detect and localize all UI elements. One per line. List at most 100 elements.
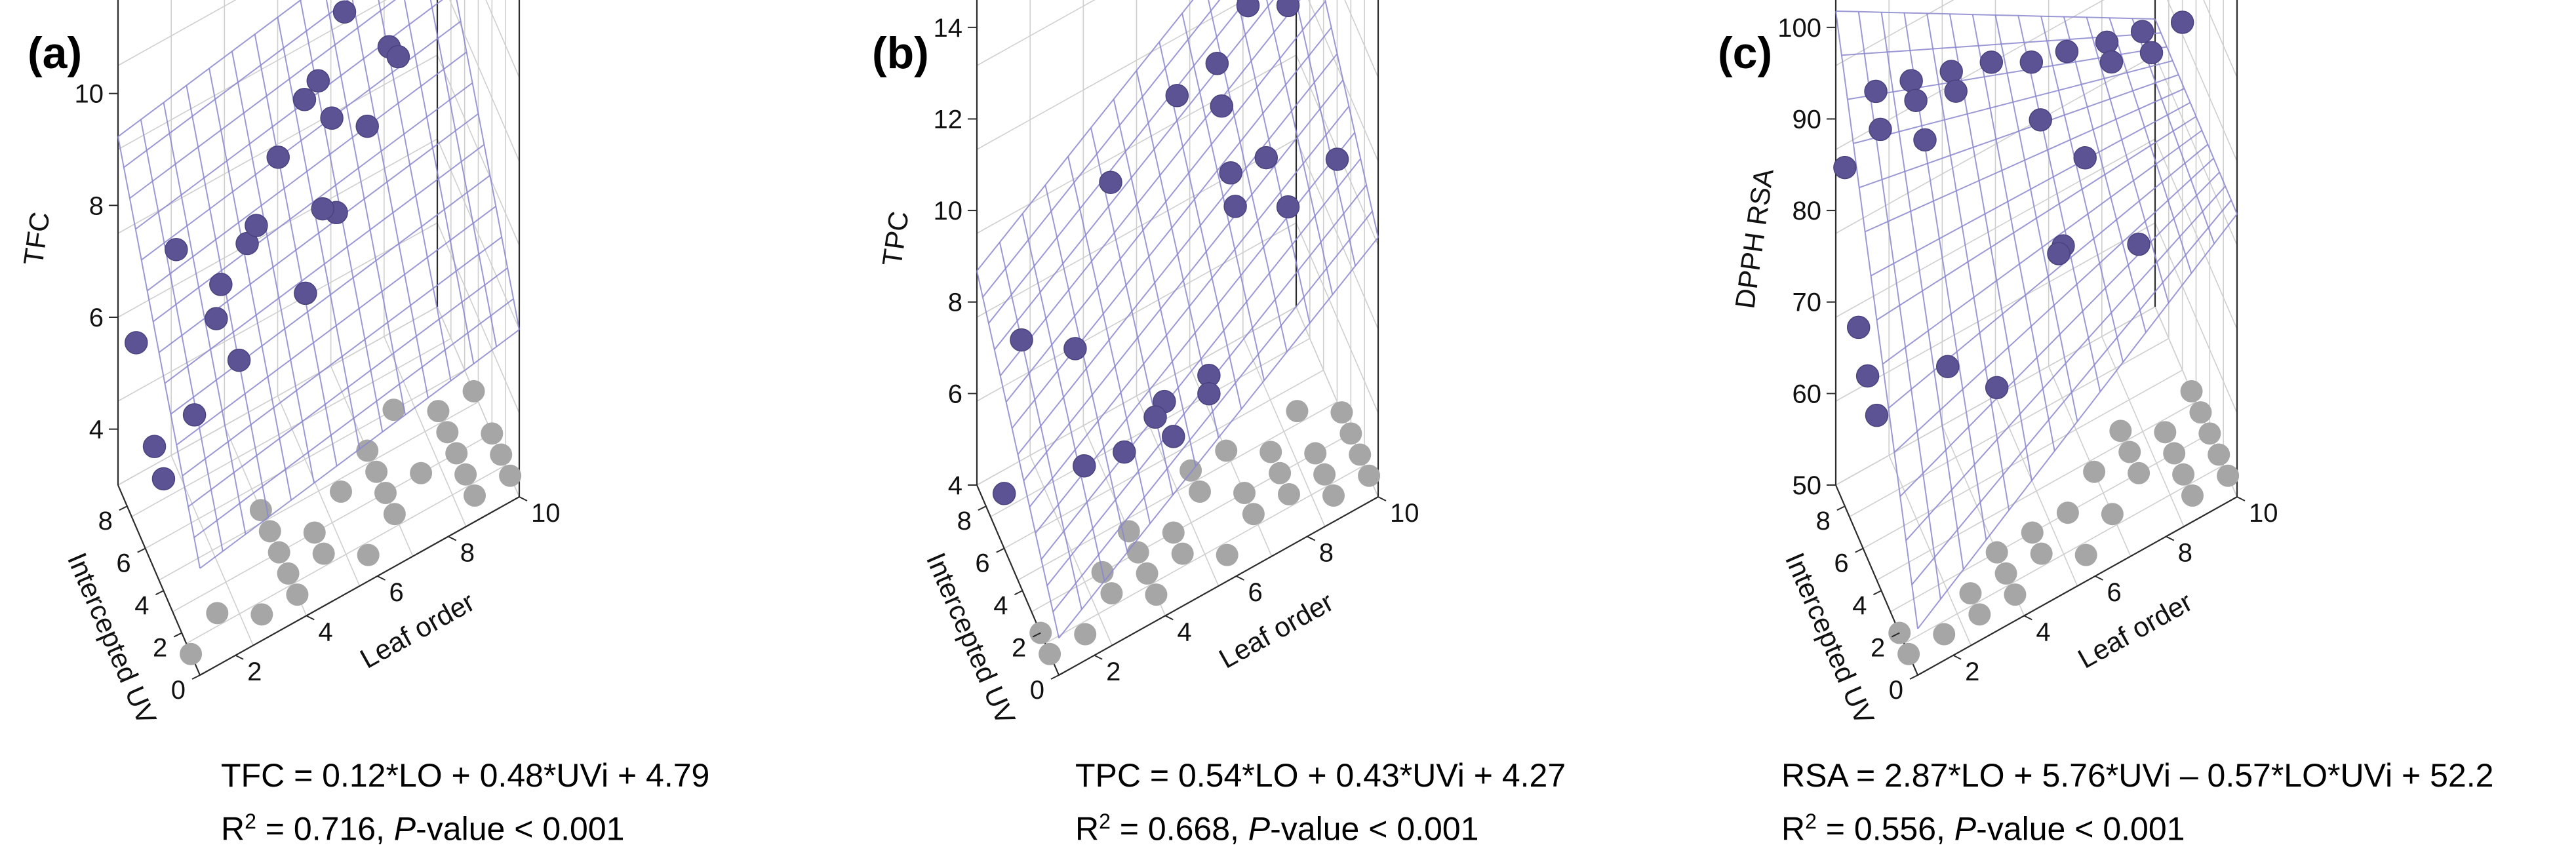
data-point: [2047, 242, 2071, 265]
projection-point: [445, 442, 468, 465]
projection-point: [1358, 464, 1381, 487]
y-tick-mark: [306, 615, 315, 621]
x-tick-mark: [155, 590, 164, 596]
y-tick-label: 8: [2178, 538, 2192, 567]
surface-mesh-line: [1857, 11, 1941, 600]
projection-point: [249, 499, 272, 522]
projection-point: [2056, 501, 2079, 524]
surface-mesh-line: [2017, 15, 2101, 392]
data-point: [1099, 170, 1122, 194]
z-tick-label: 4: [948, 471, 962, 500]
x-tick-label: 0: [1889, 676, 1903, 705]
data-point: [227, 348, 251, 372]
surface-mesh-line: [1067, 156, 1151, 524]
projection-point: [286, 583, 309, 606]
y-tick-label: 10: [531, 499, 561, 528]
z-tick-label: 100: [1777, 14, 1821, 43]
data-point: [1223, 195, 1247, 218]
projection-point: [1286, 400, 1309, 423]
y-tick-mark: [1952, 654, 1962, 660]
data-point: [1325, 147, 1349, 171]
floor-grid-line: [330, 366, 414, 557]
z-tick-label: 4: [89, 416, 104, 444]
projection-point: [1304, 442, 1327, 465]
data-point: [182, 403, 207, 427]
projection-point: [2109, 420, 2132, 442]
projection-point: [312, 542, 335, 565]
floor-grid-line: [1994, 395, 2078, 587]
z-axis-title: TFC: [18, 210, 56, 267]
projection-point: [1985, 541, 2008, 564]
regression-equation: RSA = 2.87*LO + 5.76*UVi – 0.57*LO*UVi +…: [1781, 757, 2494, 794]
projection-point: [1339, 422, 1362, 445]
data-point: [2139, 41, 2164, 65]
y-tick-mark: [235, 654, 244, 660]
x-tick-label: 0: [1030, 676, 1044, 705]
surface-mesh-line: [129, 0, 396, 199]
projection-point: [1933, 623, 1956, 646]
projection-point: [436, 421, 459, 444]
surface-mesh-line: [1994, 14, 2078, 422]
panel-b: (b) 4 6 8 10 12 14 0 2 4 6 8 2 4 6 8 10 TPC Intercepted U…: [859, 0, 1717, 860]
x-tick-mark: [1032, 632, 1041, 638]
projection-point: [462, 380, 485, 402]
y-tick-mark: [1236, 575, 1245, 581]
projection-point: [1278, 483, 1300, 505]
x-tick-mark: [1836, 505, 1846, 511]
data-point: [1869, 117, 1892, 142]
z-tick-label: 6: [948, 380, 962, 408]
x-tick-mark: [978, 505, 987, 511]
surface-mesh-line: [117, 136, 201, 569]
z-tick-label: 10: [75, 80, 104, 109]
data-point: [1985, 376, 2009, 400]
data-point: [1219, 161, 1242, 185]
y-axis-title: Leaf order: [2072, 586, 2197, 674]
projection-point: [1968, 603, 1991, 626]
x-tick-mark: [1050, 674, 1060, 680]
projection-point: [206, 602, 229, 625]
surface-mesh-line: [351, 0, 429, 399]
data-point: [1197, 381, 1221, 406]
surface-mesh-line: [1324, 0, 1379, 238]
projection-point: [2163, 442, 2186, 465]
x-tick-mark: [137, 547, 146, 553]
projection-point: [2181, 484, 2204, 507]
surface-mesh-line: [254, 34, 338, 467]
x-tick-label: 2: [153, 634, 167, 663]
data-point: [332, 0, 357, 24]
data-point: [2019, 50, 2044, 74]
surface-mesh-line: [2040, 16, 2124, 362]
p-symbol: P: [1248, 810, 1271, 848]
projection-point: [1189, 480, 1211, 503]
y-tick-mark: [377, 575, 386, 581]
projection-point: [2154, 421, 2177, 444]
surface-mesh-line: [1880, 12, 1964, 570]
x-tick-label: 2: [1871, 634, 1885, 663]
floor-grid-line: [224, 425, 307, 616]
x-tick-label: 6: [116, 549, 130, 578]
x-tick-label: 0: [171, 676, 186, 705]
projection-point: [1349, 443, 1372, 466]
data-point: [1073, 454, 1096, 478]
projection-point: [490, 443, 513, 466]
projection-point: [1959, 582, 1982, 605]
y-tick-label: 2: [247, 657, 262, 686]
y-tick-mark: [2023, 615, 2032, 621]
data-point: [2130, 20, 2154, 43]
surface-mesh-line: [1295, 0, 1357, 267]
z-tick-label: 8: [89, 191, 104, 220]
z-tick-label: 50: [1793, 471, 1822, 500]
floor-grid-line: [277, 395, 361, 587]
floor-grid-line: [1082, 425, 1166, 616]
x-tick-label: 4: [1852, 591, 1867, 620]
data-point: [1913, 128, 1937, 152]
x-tick-mark: [191, 674, 201, 680]
p-symbol: P: [393, 810, 416, 848]
surface-mesh-line: [994, 0, 1274, 350]
projection-point: [1897, 642, 1920, 665]
r2-symbol: R: [221, 810, 245, 848]
projection-point: [2083, 460, 2106, 483]
axis-line-x: [117, 484, 201, 676]
projection-point: [1126, 541, 1149, 564]
x-tick-label: 4: [134, 591, 149, 620]
